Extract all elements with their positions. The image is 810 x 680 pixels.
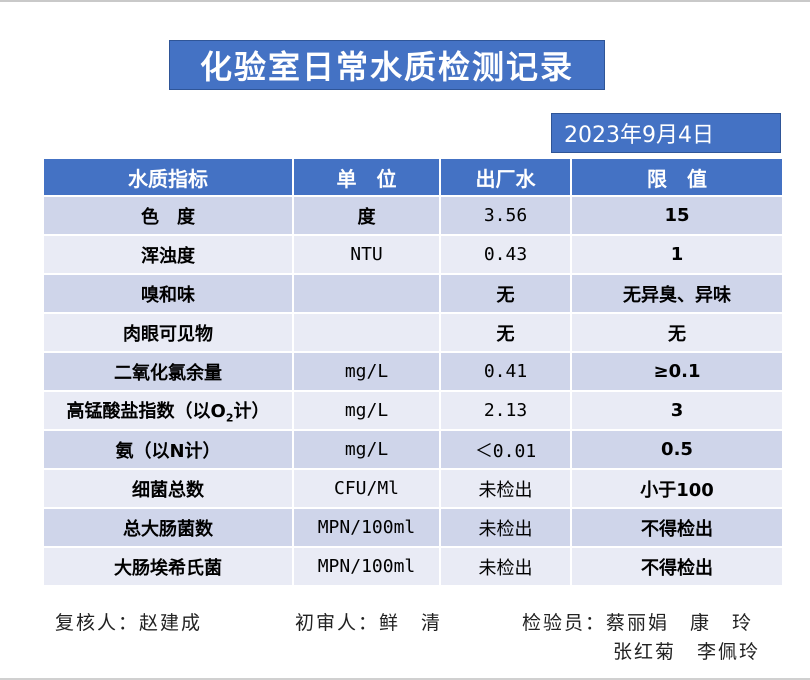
indicator-name: 氨（以N计） <box>44 431 292 468</box>
unit-cell <box>294 275 439 312</box>
unit-cell: mg/L <box>294 392 439 429</box>
indicator-name-suffix: 计） <box>233 400 270 422</box>
table-row: 大肠埃希氏菌 MPN/100ml 未检出 不得检出 <box>44 548 782 585</box>
table-row: 二氧化氯余量 mg/L 0.41 ≥0.1 <box>44 353 782 390</box>
value-cell: 3.56 <box>441 197 570 234</box>
unit-cell: mg/L <box>294 431 439 468</box>
indicator-name: 大肠埃希氏菌 <box>44 548 292 585</box>
limit-cell: 无 <box>572 314 782 351</box>
value-cell: 未检出 <box>441 470 570 507</box>
value-cell: 无 <box>441 314 570 351</box>
unit-cell <box>294 314 439 351</box>
indicator-name: 浑浊度 <box>44 236 292 273</box>
table-header-row: 水质指标 单 位 出厂水 限 值 <box>44 159 782 195</box>
unit-cell: 度 <box>294 197 439 234</box>
column-header-indicator: 水质指标 <box>44 159 292 195</box>
table-row: 高锰酸盐指数（以O2计） mg/L 2.13 3 <box>44 392 782 429</box>
first-reviewer-signature: 初审人：鲜 清 <box>295 612 443 634</box>
limit-cell: 0.5 <box>572 431 782 468</box>
indicator-name: 高锰酸盐指数（以O2计） <box>44 392 292 429</box>
table-row: 肉眼可见物 无 无 <box>44 314 782 351</box>
limit-cell: 1 <box>572 236 782 273</box>
value-cell: 0.41 <box>441 353 570 390</box>
table-row: 嗅和味 无 无异臭、异味 <box>44 275 782 312</box>
indicator-name-prefix: 高锰酸盐指数（以O <box>66 400 226 422</box>
unit-cell: MPN/100ml <box>294 509 439 546</box>
top-border <box>0 0 810 2</box>
unit-cell: mg/L <box>294 353 439 390</box>
value-cell: 无 <box>441 275 570 312</box>
bottom-border <box>0 678 810 680</box>
column-header-unit: 单 位 <box>294 159 439 195</box>
indicator-name: 总大肠菌数 <box>44 509 292 546</box>
inspectors-line-1: 检验员：蔡丽娟 康 玲 <box>522 612 754 634</box>
unit-cell: CFU/Ml <box>294 470 439 507</box>
value-cell: 未检出 <box>441 548 570 585</box>
table-row: 氨（以N计） mg/L ＜0.01 0.5 <box>44 431 782 468</box>
value-cell: ＜0.01 <box>441 431 570 468</box>
indicator-name: 嗅和味 <box>44 275 292 312</box>
water-quality-table: 水质指标 单 位 出厂水 限 值 色 度 度 3.56 15 浑浊度 NTU 0… <box>42 157 784 587</box>
value-cell: 2.13 <box>441 392 570 429</box>
indicator-name: 色 度 <box>44 197 292 234</box>
limit-cell: 不得检出 <box>572 509 782 546</box>
indicator-name: 细菌总数 <box>44 470 292 507</box>
value-cell: 未检出 <box>441 509 570 546</box>
limit-cell: 小于100 <box>572 470 782 507</box>
column-header-limit: 限 值 <box>572 159 782 195</box>
limit-cell: 3 <box>572 392 782 429</box>
limit-cell: 不得检出 <box>572 548 782 585</box>
limit-cell: ≥0.1 <box>572 353 782 390</box>
value-cell: 0.43 <box>441 236 570 273</box>
reviewer-signature: 复核人：赵建成 <box>55 612 203 634</box>
indicator-name: 二氧化氯余量 <box>44 353 292 390</box>
inspectors-line-2: 张红菊 李佩玲 <box>613 641 761 663</box>
column-header-factory-water: 出厂水 <box>441 159 570 195</box>
limit-cell: 15 <box>572 197 782 234</box>
page-title: 化验室日常水质检测记录 <box>169 40 605 90</box>
record-date: 2023年9月4日 <box>551 113 781 153</box>
table-row: 浑浊度 NTU 0.43 1 <box>44 236 782 273</box>
limit-cell: 无异臭、异味 <box>572 275 782 312</box>
unit-cell: NTU <box>294 236 439 273</box>
indicator-name-subscript: 2 <box>225 411 234 425</box>
table-row: 总大肠菌数 MPN/100ml 未检出 不得检出 <box>44 509 782 546</box>
indicator-name: 肉眼可见物 <box>44 314 292 351</box>
table-row: 色 度 度 3.56 15 <box>44 197 782 234</box>
table-row: 细菌总数 CFU/Ml 未检出 小于100 <box>44 470 782 507</box>
unit-cell: MPN/100ml <box>294 548 439 585</box>
